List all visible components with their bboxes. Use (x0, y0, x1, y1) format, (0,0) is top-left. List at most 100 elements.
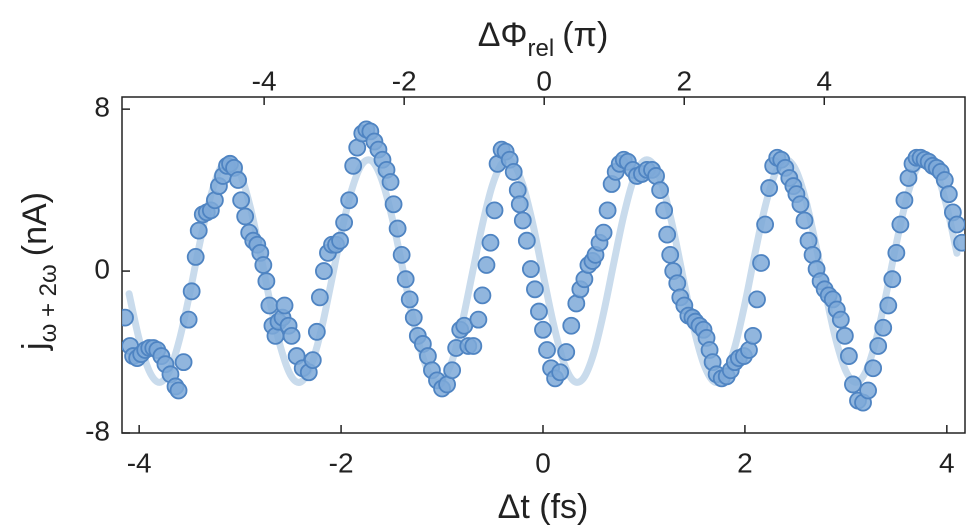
data-point (392, 245, 411, 264)
y-tick-label: -8 (85, 415, 110, 446)
data-point (869, 337, 888, 355)
data-point (169, 381, 188, 400)
x2-label-sub: rel (528, 35, 555, 62)
data-point (939, 185, 958, 204)
data-point (551, 363, 570, 382)
data-point (744, 326, 762, 345)
data-point (443, 361, 462, 380)
data-point (481, 233, 500, 252)
data-point (748, 290, 766, 309)
data-point (236, 207, 255, 226)
data-point (257, 272, 276, 291)
data-point (517, 231, 536, 250)
data-point (831, 310, 850, 329)
data-point (891, 215, 910, 234)
data-point (795, 211, 814, 230)
data-point (404, 308, 423, 327)
data-point (340, 191, 359, 210)
data-point (895, 191, 914, 210)
data-point (953, 233, 965, 252)
data-point (331, 231, 349, 250)
x-tick-label: -2 (329, 447, 354, 478)
data-point (948, 215, 965, 234)
data-point (557, 343, 576, 361)
data-point (344, 156, 363, 175)
data-point (879, 296, 898, 315)
data-point (844, 375, 862, 394)
data-point (504, 162, 523, 181)
data-point (396, 270, 415, 289)
plot-area (122, 120, 965, 412)
data-point (658, 225, 677, 244)
x-axis-label: Δt (fs) (498, 488, 589, 526)
data-point (521, 260, 540, 278)
data-point (122, 308, 134, 327)
y-label-unit: (nA) (16, 192, 54, 256)
data-point (307, 322, 326, 341)
data-point (887, 243, 906, 262)
data-point (562, 316, 581, 335)
data-point (388, 219, 407, 238)
data-point (384, 195, 403, 214)
data-point (874, 318, 893, 337)
x2-label-unit: (π) (562, 16, 608, 54)
data-point (661, 245, 680, 264)
data-point (335, 213, 354, 232)
data-point (275, 296, 294, 315)
data-point (510, 195, 529, 214)
x2-axis-label: ΔΦrel (π) (478, 16, 609, 62)
y-label-sub: ω + 2ω (35, 264, 62, 342)
data-point (303, 351, 322, 370)
data-point (594, 223, 613, 242)
y-tick-label: 8 (94, 92, 110, 123)
data-point (282, 326, 301, 345)
data-point (310, 288, 329, 307)
x2-tick-label: -2 (392, 65, 417, 96)
x-tick-label: 0 (535, 447, 551, 478)
y-axis-label: jω + 2ω (nA) (16, 192, 62, 351)
data-point (530, 302, 548, 321)
data-point (260, 296, 279, 315)
data-point (839, 347, 858, 365)
data-point (859, 381, 877, 400)
y-label-main: j (16, 342, 54, 351)
data-point (229, 171, 248, 189)
data-point (473, 286, 492, 305)
data-point (179, 310, 198, 329)
x2-tick-label: 0 (536, 65, 552, 96)
data-point (651, 181, 670, 200)
data-point (485, 201, 504, 220)
data-point (655, 201, 674, 220)
data-point (469, 310, 488, 329)
data-point (835, 326, 854, 345)
x-tick-label: -4 (127, 447, 152, 478)
data-point (598, 201, 617, 220)
data-point (381, 173, 400, 191)
data-point (400, 290, 419, 309)
data-point (174, 353, 193, 372)
data-point (864, 359, 883, 378)
data-point (538, 341, 556, 359)
x-tick-label: 2 (737, 447, 753, 478)
data-point (791, 195, 810, 214)
data-point (182, 282, 201, 301)
data-point (756, 215, 775, 234)
y-tick-label: 0 (94, 253, 110, 284)
x2-tick-label: 4 (816, 65, 832, 96)
data-point (477, 256, 496, 274)
data-point (254, 256, 273, 274)
data-point (189, 221, 208, 240)
x2-tick-label: 2 (676, 65, 692, 96)
x2-label-main: ΔΦ (478, 16, 528, 54)
data-point (513, 211, 532, 230)
x-tick-label: 4 (939, 447, 955, 478)
data-point (186, 248, 205, 266)
data-point (526, 280, 544, 299)
data-point (752, 254, 770, 272)
data-point (464, 337, 483, 355)
data-point (883, 270, 902, 289)
data-point (232, 191, 251, 210)
data-point (315, 262, 333, 280)
data-point (534, 320, 552, 339)
